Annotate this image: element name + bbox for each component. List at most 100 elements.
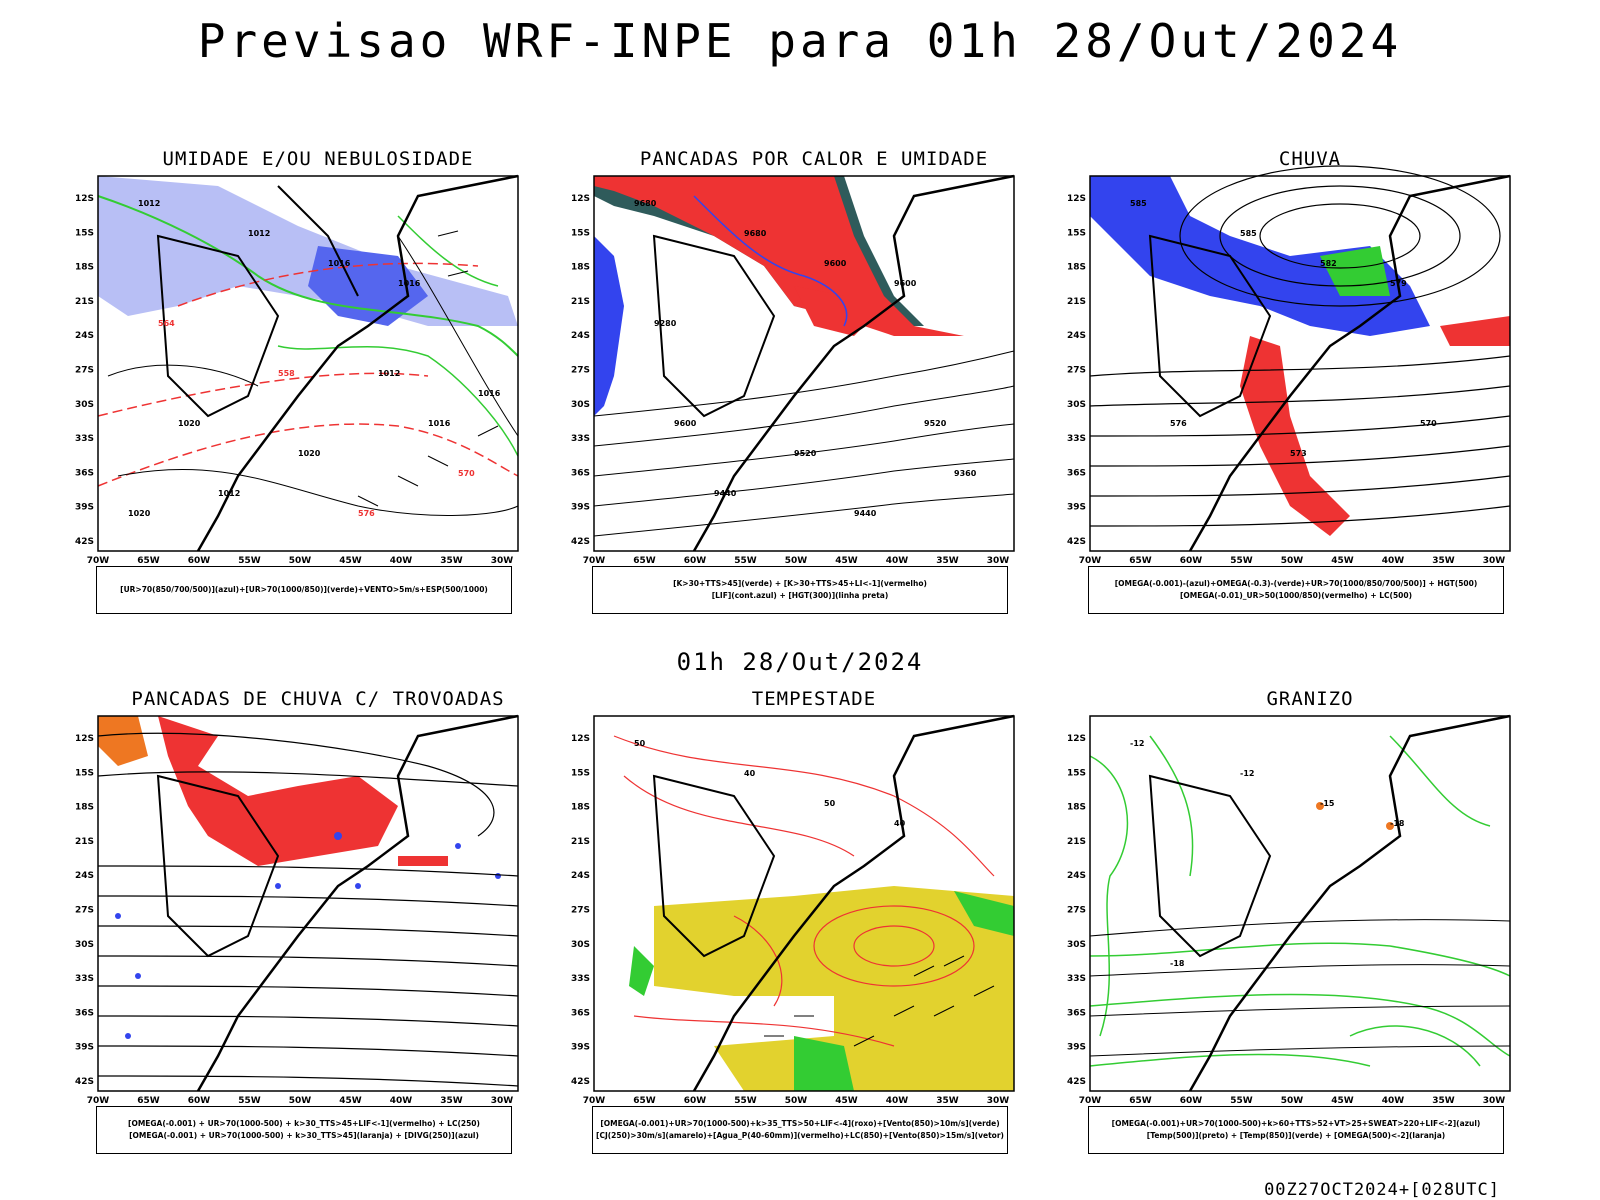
contour-label: 576 xyxy=(1170,419,1187,428)
lat-tick-label: 33S xyxy=(571,974,590,984)
lon-tick-label: 40W xyxy=(390,556,413,566)
contour-label: 9600 xyxy=(674,419,697,428)
red-instability-area xyxy=(594,176,964,336)
contour-label: -12 xyxy=(1130,739,1144,748)
temp500-contours xyxy=(1089,919,1511,1057)
contour-label: 573 xyxy=(1290,449,1307,458)
lon-tick-label: 30W xyxy=(1483,556,1506,566)
lat-tick-label: 18S xyxy=(1067,803,1086,813)
lat-tick-label: 39S xyxy=(75,503,94,513)
lon-tick-label: 70W xyxy=(583,556,606,566)
lon-tick-label: 30W xyxy=(491,556,514,566)
panel-chuva: CHUVA 12S 15S 18S 21S 24S 27S 30S 33S 36S 39S 42S … xyxy=(1067,148,1550,618)
lat-tick-label: 21S xyxy=(1067,297,1086,307)
lon-tick-label: 60W xyxy=(684,1096,707,1106)
lon-tick-label: 40W xyxy=(390,1096,413,1106)
lat-tick-label: 12S xyxy=(571,734,590,744)
panel-title: GRANIZO xyxy=(1266,688,1354,710)
lon-tick-label: 45W xyxy=(1331,556,1354,566)
lon-tick-label: 70W xyxy=(1079,556,1102,566)
legend-box: [OMEGA(-0.001)-(azul)+OMEGA(-0.3)-(verde… xyxy=(1088,566,1504,614)
lon-tick-label: 30W xyxy=(987,1096,1010,1106)
lon-tick-label: 55W xyxy=(238,556,261,566)
lat-tick-label: 27S xyxy=(75,906,94,916)
contour-label: 9360 xyxy=(954,469,977,478)
pressure-contour xyxy=(117,468,519,516)
lon-axis-labels: 70W 65W 60W 55W 50W 45W 40W 35W 30W xyxy=(87,1096,514,1106)
contour-label: 1012 xyxy=(138,199,160,208)
lon-axis-labels: 70W 65W 60W 55W 50W 45W 40W 35W 30W xyxy=(583,556,1010,566)
contour-label: 9280 xyxy=(654,319,677,328)
lon-tick-label: 55W xyxy=(734,1096,757,1106)
contour-label: 9520 xyxy=(924,419,947,428)
contour-label: -12 xyxy=(1240,769,1254,778)
legend-box: [K>30+TTS>45](verde) + [K>30+TTS>45+LI<-… xyxy=(592,566,1008,614)
legend-line: [OMEGA(-0.001)+UR>70(1000-500)+k>60+TTS>… xyxy=(1111,1119,1481,1128)
lat-tick-label: 39S xyxy=(1067,1043,1086,1053)
contour-label: 1020 xyxy=(178,419,201,428)
lon-tick-label: 30W xyxy=(987,556,1010,566)
lon-tick-label: 50W xyxy=(289,1096,312,1106)
lon-tick-label: 55W xyxy=(734,556,757,566)
contour-label: 50 xyxy=(634,739,646,748)
panel-title: CHUVA xyxy=(1278,148,1342,170)
panel-title: PANCADAS POR CALOR E UMIDADE xyxy=(639,148,989,170)
panel-title: UMIDADE E/OU NEBULOSIDADE xyxy=(162,148,474,170)
lat-tick-label: 24S xyxy=(75,331,94,341)
legend-line: [OMEGA(-0.01)_UR>50(1000/850)(vermelho) … xyxy=(1179,591,1413,600)
water-contours xyxy=(613,735,995,1047)
lat-tick-label: 30S xyxy=(75,400,94,410)
lat-tick-label: 36S xyxy=(75,468,94,478)
red-rain-band xyxy=(1240,336,1350,536)
legend-line: [LIF](cont.azul) + [HGT(300)](linha pret… xyxy=(711,591,889,600)
blue-lif-area xyxy=(594,236,624,416)
lat-tick-label: 33S xyxy=(75,434,94,444)
lat-tick-label: 30S xyxy=(571,940,590,950)
lat-tick-label: 24S xyxy=(1067,871,1086,881)
map-umidade: 12S 15S 18S 21S 24S 27S 30S 33S 36S 39S 42S 70W 65W… xyxy=(75,174,519,566)
lat-tick-label: 18S xyxy=(571,803,590,813)
lat-tick-label: 15S xyxy=(571,768,590,778)
lat-tick-label: 21S xyxy=(1067,837,1086,847)
lat-tick-label: 42S xyxy=(1067,1077,1086,1087)
legend-box: [OMEGA(-0.001) + UR>70(1000-500) + k>30_… xyxy=(96,1106,512,1154)
lon-tick-label: 60W xyxy=(1180,1096,1203,1106)
lon-tick-label: 65W xyxy=(633,1096,656,1106)
lon-tick-label: 65W xyxy=(1129,556,1152,566)
lat-tick-label: 21S xyxy=(75,837,94,847)
contour-label: 570 xyxy=(1420,419,1437,428)
contour-label: 40 xyxy=(894,819,906,828)
blue-humidity-core xyxy=(308,246,428,326)
lat-tick-label: 15S xyxy=(75,228,94,238)
contour-label: 9600 xyxy=(894,279,917,288)
lat-tick-label: 15S xyxy=(75,768,94,778)
contour-label: 9520 xyxy=(794,449,817,458)
contour-label: -18 xyxy=(1170,959,1185,968)
page-title: Previsao WRF-INPE para 01h 28/Out/2024 xyxy=(197,14,1403,68)
contour-label: -15 xyxy=(1320,799,1335,808)
map-granizo: 12S 15S 18S 21S 24S 27S 30S 33S 36S 39S 42S 70W 65W… xyxy=(1067,714,1511,1106)
lon-tick-label: 55W xyxy=(1230,556,1253,566)
red-thickness-contour xyxy=(97,423,519,487)
lat-tick-label: 15S xyxy=(571,228,590,238)
contour-label: 1016 xyxy=(478,389,501,398)
legend-line: [Temp(500)](preto) + [Temp(850)](verde) … xyxy=(1146,1131,1446,1140)
contour-label: 1016 xyxy=(328,259,351,268)
lat-tick-label: 12S xyxy=(75,194,94,204)
lat-tick-label: 36S xyxy=(571,468,590,478)
panel-title: PANCADAS DE CHUVA C/ TROVOADAS xyxy=(131,688,505,710)
lon-tick-label: 50W xyxy=(289,556,312,566)
lon-tick-label: 50W xyxy=(785,556,808,566)
lon-tick-label: 35W xyxy=(1432,1096,1455,1106)
map-chuva: 12S 15S 18S 21S 24S 27S 30S 33S 36S 39S 42S 70W 65W… xyxy=(1067,165,1511,566)
panel-umidade: UMIDADE E/OU NEBULOSIDADE 12S 15S 18S 21S 24… xyxy=(75,148,558,618)
contour-label: 558 xyxy=(278,369,295,378)
lat-axis-labels: 12S 15S 18S 21S 24S 27S 30S 33S 36S 39S 42S xyxy=(1067,194,1086,547)
lat-tick-label: 30S xyxy=(75,940,94,950)
lat-tick-label: 24S xyxy=(75,871,94,881)
lat-tick-label: 15S xyxy=(1067,228,1086,238)
lat-tick-label: 33S xyxy=(571,434,590,444)
lat-tick-label: 15S xyxy=(1067,768,1086,778)
lat-tick-label: 39S xyxy=(571,1043,590,1053)
green-humidity-contour xyxy=(97,195,519,357)
